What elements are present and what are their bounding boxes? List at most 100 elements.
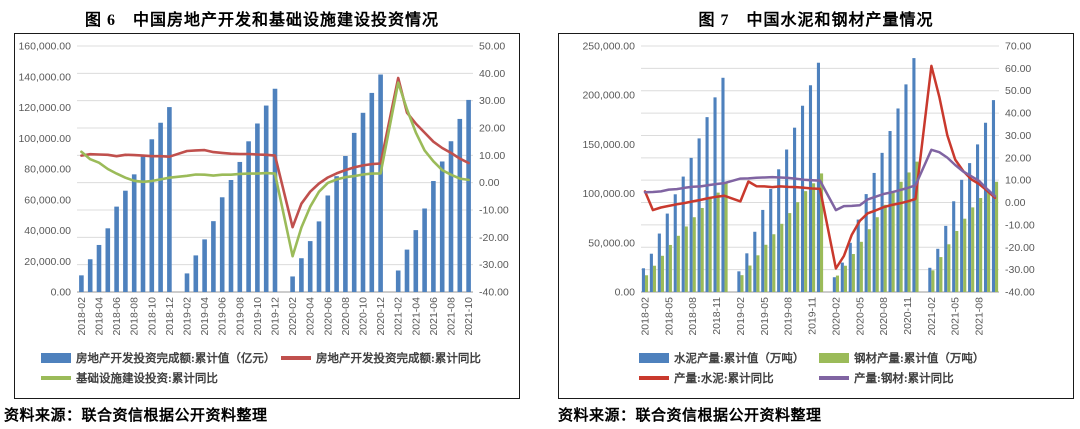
legend-item: 房地产开发投资完成额:累计同比 [281,348,519,368]
bar-0-2019-02 [184,273,190,292]
x-axis-tick-label: 2020-10 [358,297,370,336]
figure-7-legend: 水泥产量:累计值（万吨） 钢材产量:累计值（万吨） 产量:水泥:累计同比 产量:钢材:… [559,346,1073,388]
bar-0-2018-12 [167,107,172,292]
bar-0-2020-04 [848,242,852,292]
x-axis-tick-label: 2018-12 [164,297,176,336]
bar-0-2020-05 [856,219,860,292]
bar-1-2021-07 [971,207,975,292]
bar-0-2020-12 [378,74,383,292]
bar-0-2020-02 [290,276,295,292]
bar-0-2018-07 [681,176,685,292]
bar-0-2018-07 [123,190,128,292]
x-axis-tick-label: 2018-08 [129,297,141,336]
left-axis-tick-label: 100,000.00 [582,188,635,200]
left-axis-tick-label: 50,000.00 [588,237,635,249]
legend-label: 房地产开发投资完成额:累计同比 [316,353,481,365]
bar-1-2019-09 [796,202,800,292]
legend-item: 钢材产量:累计值（万吨） [819,348,1073,368]
right-axis-tick-label: -40.00 [1005,287,1035,299]
right-axis-tick-label: 60.00 [1005,63,1031,75]
bar-0-2018-12 [721,77,725,292]
bar-1-2018-03 [652,265,657,292]
bar-0-2019-08 [237,161,243,292]
x-axis-tick-label: 2021-02 [393,297,405,336]
left-axis-tick-label: 200,000.00 [582,90,635,102]
bar-0-2020-10 [360,112,366,292]
right-axis-tick-label: 20.00 [479,123,505,135]
legend-item: 基础设施建设投资:累计同比 [41,368,281,388]
left-axis-tick-label: 40,000.00 [24,225,71,237]
bar-0-2020-03 [299,258,304,292]
bar-0-2019-06 [769,188,773,292]
right-axis-tick-label: 40.00 [479,68,505,80]
left-axis-tick-label: 60,000.00 [24,194,71,206]
bar-0-2018-08 [689,157,693,292]
legend-item: 产量:钢材:累计同比 [819,368,1073,388]
bar-1-2018-10 [708,198,712,292]
legend-row: 房地产开发投资完成额:累计值（亿元） 房地产开发投资完成额:累计同比 [41,348,519,368]
bar-1-2018-07 [684,226,688,292]
x-axis-tick-label: 2018-04 [94,297,106,336]
bar-0-2021-02 [395,270,401,292]
bar-1-2019-03 [748,265,752,292]
bar-0-2018-11 [158,122,163,292]
bar-0-2019-12 [272,88,278,292]
x-axis-tick-label: 2021-05 [950,297,962,336]
right-axis-tick-label: 30.00 [479,95,505,107]
figure-6: 图 6 中国房地产开发和基础设施建设投资情况 50.00 40.00 30.00 20… [4,2,520,425]
bar-0-2019-06 [219,197,225,292]
bar-0-2020-08 [343,156,348,292]
x-axis-tick-label: 2021-10 [463,297,475,336]
bar-0-2019-12 [816,62,820,293]
x-axis-tick-label: 2019-08 [234,297,246,336]
bar-1-2018-06 [676,235,680,292]
figure-6-source: 资料来源：联合资信根据公开资料整理 [4,408,268,424]
bar-1-2019-10 [804,191,808,292]
bar-1-2020-11 [907,172,911,292]
bar-0-2019-03 [193,255,199,292]
bar-1-2021-10 [995,181,999,292]
bar-0-2020-03 [840,262,844,292]
bar-0-2018-10 [149,139,155,292]
legend-swatch-line-icon [819,376,849,380]
bar-0-2021-05 [422,208,427,292]
bar-0-2020-12 [912,58,916,292]
bar-0-2021-06 [431,181,436,292]
bar-0-2020-06 [325,195,331,292]
legend-label: 基础设施建设投资:累计同比 [76,373,218,385]
right-axis-tick-label: 10.00 [479,150,505,162]
bar-0-2018-09 [140,155,146,292]
legend-label: 产量:钢材:累计同比 [854,373,954,385]
bar-1-2021-06 [963,218,967,292]
x-axis-tick-label: 2019-02 [735,297,747,336]
legend-item: 水泥产量:累计值（万吨） [639,348,819,368]
legend-label: 房地产开发投资完成额:累计值（亿元） [76,353,276,365]
x-axis-tick-label: 2021-02 [926,297,938,336]
bar-0-2018-09 [697,138,701,292]
x-axis-tick-label: 2021-04 [410,297,422,336]
x-axis-tick-label: 2019-12 [270,297,282,336]
bar-1-2018-05 [668,244,672,292]
bar-0-2020-08 [880,152,884,292]
left-axis-tick-label: 120,000.00 [18,102,71,114]
bar-0-2019-02 [737,271,741,292]
bar-0-2019-07 [228,180,234,292]
legend-swatch-line-icon [639,376,669,380]
bar-1-2019-11 [812,183,816,292]
legend-swatch-line-icon [281,356,311,360]
left-axis-tick-label: 140,000.00 [18,71,71,83]
bar-0-2021-03 [936,248,940,292]
right-axis-tick-label: -20.00 [479,232,509,244]
bar-0-2018-05 [105,228,111,292]
x-axis-tick-label: 2020-06 [322,297,334,336]
x-axis-tick-label: 2019-06 [217,297,229,336]
bar-1-2021-03 [939,257,943,292]
bar-1-2020-06 [867,229,871,292]
legend-swatch-bar-icon [41,353,71,363]
figure-7-title: 图 7 中国水泥和钢材产量情况 [698,12,934,29]
bar-0-2019-05 [211,221,216,292]
bar-0-2019-03 [745,253,749,292]
bar-1-2021-04 [947,244,951,292]
x-axis-tick-label: 2018-08 [687,297,699,336]
